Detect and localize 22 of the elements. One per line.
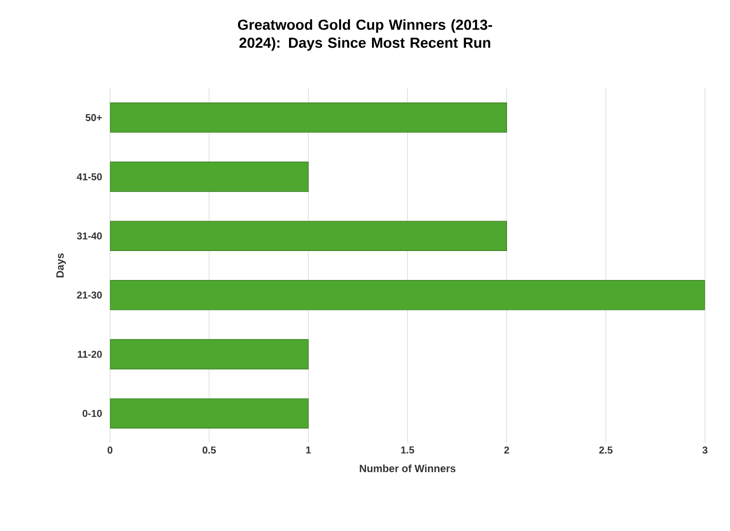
bar: [110, 102, 507, 133]
chart-title: Greatwood Gold Cup Winners (2013-2024): Days Since Most Recent Run: [238, 19, 492, 51]
x-tick-label: 0.5: [202, 446, 216, 454]
y-tick-label: 0-10: [82, 410, 102, 417]
x-tick-label: 3: [702, 446, 708, 454]
y-tick-label: 50+: [86, 114, 102, 122]
y-tick-label: 11-20: [78, 350, 102, 358]
x-tick-label: 1.5: [401, 446, 414, 454]
bar: [110, 162, 309, 192]
x-axis-title: Number of Winners: [360, 464, 456, 472]
x-tick-label: 0: [108, 446, 112, 454]
bar: [110, 339, 309, 370]
bar: [110, 280, 706, 310]
y-tick-label: 31-40: [76, 232, 102, 240]
y-tick-label: 21-30: [76, 292, 102, 299]
x-tick-label: 2.5: [599, 446, 613, 454]
x-tick-label: 2: [504, 446, 510, 454]
x-tick-label: 1: [306, 446, 311, 454]
bar: [110, 220, 507, 252]
bar: [110, 398, 309, 429]
y-tick-label: 41-50: [76, 173, 102, 180]
y-axis-title: Days: [56, 253, 66, 278]
